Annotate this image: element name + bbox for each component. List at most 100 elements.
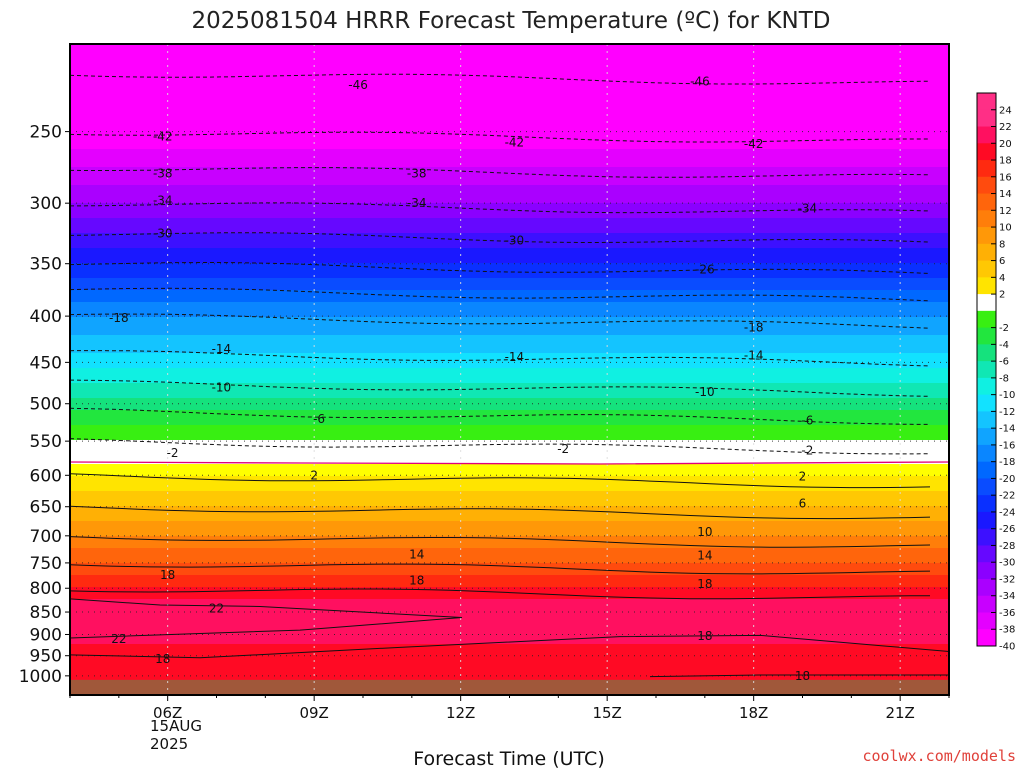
isotherm--38 [69, 167, 931, 178]
colorbar-swatch [977, 578, 996, 597]
y-tick-label: 700 [30, 527, 62, 547]
isotherm--42 [69, 131, 930, 143]
temp-band [70, 50, 949, 54]
ground-layer [70, 679, 949, 695]
colorbar-swatch [977, 210, 996, 228]
contour-label: 18 [160, 568, 175, 582]
temp-band [70, 206, 949, 210]
contour-label: 22 [209, 601, 224, 615]
temp-band [70, 53, 949, 57]
colorbar-swatch [977, 562, 996, 580]
colorbar-swatch [977, 528, 996, 546]
x-date-day: 15AUG [150, 717, 202, 735]
x-tick-label: 06Z [153, 704, 182, 722]
temp-band [70, 155, 949, 159]
temp-band [70, 503, 949, 507]
colorbar-label: 20 [999, 139, 1012, 150]
y-tick-label: 750 [30, 554, 62, 574]
temp-band [70, 143, 949, 147]
contour-label: 2 [799, 470, 807, 484]
contour-label: -42 [744, 137, 764, 151]
temp-band [70, 311, 949, 315]
temperature-fill [70, 44, 949, 696]
temp-band [70, 638, 949, 642]
contour-label: -46 [690, 74, 710, 88]
colorbar-swatch [977, 461, 996, 479]
temp-band [70, 83, 949, 87]
contour-label: 6 [799, 497, 807, 511]
temp-band [70, 563, 949, 567]
colorbar-label: 24 [999, 105, 1012, 116]
contour-label: -2 [801, 443, 813, 457]
contour-lines [69, 73, 950, 678]
temp-band [70, 575, 949, 579]
temp-band [70, 614, 949, 618]
contour-label: 18 [697, 629, 712, 643]
temp-band [70, 302, 949, 306]
temp-band [70, 182, 949, 186]
temp-band [70, 242, 949, 246]
temp-band [70, 500, 949, 504]
temp-band [70, 170, 949, 174]
temp-band [70, 617, 949, 621]
colorbar-label: -8 [999, 373, 1009, 384]
temp-band [70, 452, 949, 456]
colorbar-swatch [977, 344, 996, 362]
contour-label: 14 [409, 547, 424, 561]
temp-band [70, 284, 949, 288]
contour-label: -14 [744, 348, 764, 362]
x-tick-label: 15Z [592, 704, 621, 722]
temp-band [70, 371, 949, 375]
y-tick-label: 800 [30, 579, 62, 599]
temp-band [70, 152, 949, 156]
temp-band [70, 149, 949, 153]
x-tick-label: 18Z [739, 704, 768, 722]
temp-band [70, 485, 949, 489]
temp-band [70, 404, 949, 408]
colorbar-swatch [977, 126, 996, 144]
colorbar-swatch [977, 176, 996, 195]
temp-band [70, 659, 949, 663]
colorbar-label: -34 [999, 591, 1015, 602]
colorbar-label: 18 [999, 156, 1012, 167]
contour-label: -6 [801, 414, 813, 428]
isotherm-22 [69, 598, 463, 639]
temp-band [70, 236, 949, 240]
contour-label: -38 [153, 166, 173, 180]
temp-band [70, 374, 949, 378]
contour-label: -2 [167, 446, 179, 460]
temp-band [70, 626, 949, 630]
temp-band [70, 287, 949, 291]
temp-band [70, 398, 949, 402]
temp-band [70, 524, 949, 528]
temp-band [70, 383, 949, 387]
temp-band [70, 263, 949, 267]
colorbar-label: -18 [999, 457, 1015, 468]
contour-label: -18 [744, 321, 764, 335]
contour-label: -34 [153, 194, 173, 208]
isotherm-14 [69, 563, 931, 575]
temp-band [70, 356, 949, 360]
temp-band [70, 359, 949, 363]
temp-band [70, 581, 949, 585]
temp-band [70, 308, 949, 312]
temp-band [70, 662, 949, 666]
temp-band [70, 545, 949, 549]
chart-title: 2025081504 HRRR Forecast Temperature (ºC… [192, 8, 831, 34]
temp-band [70, 431, 949, 435]
temp-band [70, 365, 949, 369]
temp-band [70, 473, 949, 477]
y-tick-label: 850 [30, 603, 62, 623]
temp-band [70, 353, 949, 357]
temp-band [70, 173, 949, 177]
temp-band [70, 536, 949, 540]
colorbar-label: -32 [999, 574, 1015, 585]
y-tick-label: 1000 [19, 667, 62, 687]
temp-band [70, 95, 949, 99]
temp-band [70, 326, 949, 330]
temp-band [70, 248, 949, 252]
temp-band [70, 131, 949, 135]
contour-label: -14 [212, 342, 232, 356]
temp-band [70, 134, 949, 138]
